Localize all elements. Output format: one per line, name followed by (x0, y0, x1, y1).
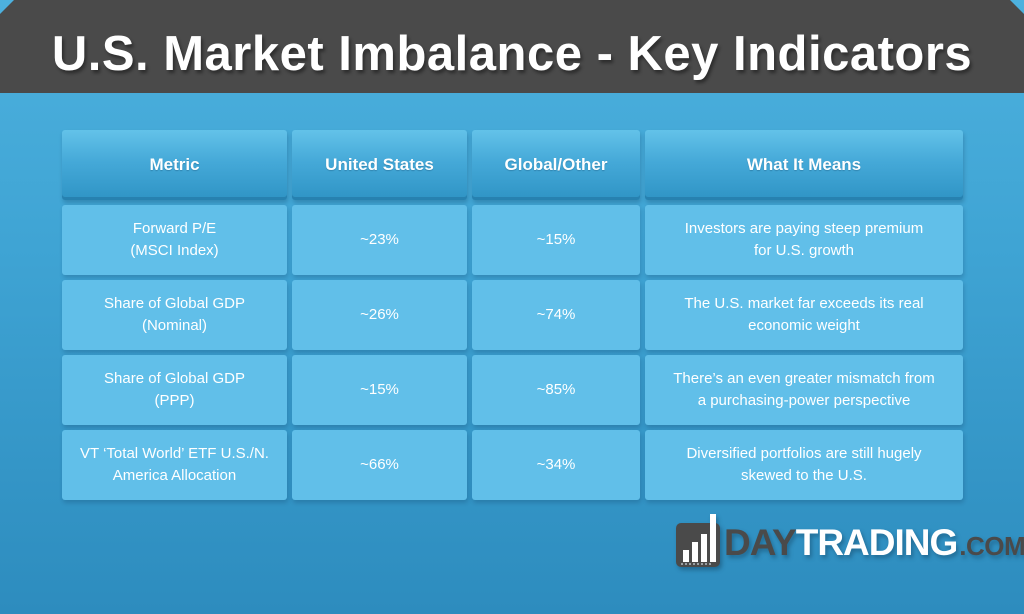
meaning-cell: Diversified portfolios are still hugely … (645, 430, 963, 500)
us-value: ~26% (292, 280, 467, 350)
global-value: ~74% (472, 280, 640, 350)
daytrading-logo: DAY TRADING .COM (676, 512, 1024, 573)
metric-cell: Share of Global GDP (Nominal) (62, 280, 287, 350)
global-value: ~85% (472, 355, 640, 425)
metric-cell: VT ‘Total World’ ETF U.S./N. America All… (62, 430, 287, 500)
global-value: ~15% (472, 205, 640, 275)
meaning-cell: There’s an even greater mismatch from a … (645, 355, 963, 425)
global-value: ~34% (472, 430, 640, 500)
us-value: ~66% (292, 430, 467, 500)
page-title: U.S. Market Imbalance - Key Indicators (51, 26, 973, 81)
logo-wordmark: DAY TRADING .COM (724, 522, 1024, 564)
logo-dotcom: .COM (959, 530, 1024, 561)
column-header-what-it-means: What It Means (645, 130, 963, 200)
metric-cell: Share of Global GDP (PPP) (62, 355, 287, 425)
us-value: ~15% (292, 355, 467, 425)
meaning-cell: The U.S. market far exceeds its real eco… (645, 280, 963, 350)
column-header-metric: Metric (62, 130, 287, 200)
meaning-cell: Investors are paying steep premium for U… (645, 205, 963, 275)
us-value: ~23% (292, 205, 467, 275)
column-header-united-states: United States (292, 130, 467, 200)
title-band: U.S. Market Imbalance - Key Indicators (0, 0, 1024, 93)
bar-chart-icon (676, 512, 720, 573)
column-header-global-other: Global/Other (472, 130, 640, 200)
logo-trading: TRADING (795, 521, 959, 563)
logo-day: DAY (724, 521, 797, 563)
metric-cell: Forward P/E (MSCI Index) (62, 205, 287, 275)
indicators-table: Metric United States Global/Other What I… (62, 130, 963, 500)
